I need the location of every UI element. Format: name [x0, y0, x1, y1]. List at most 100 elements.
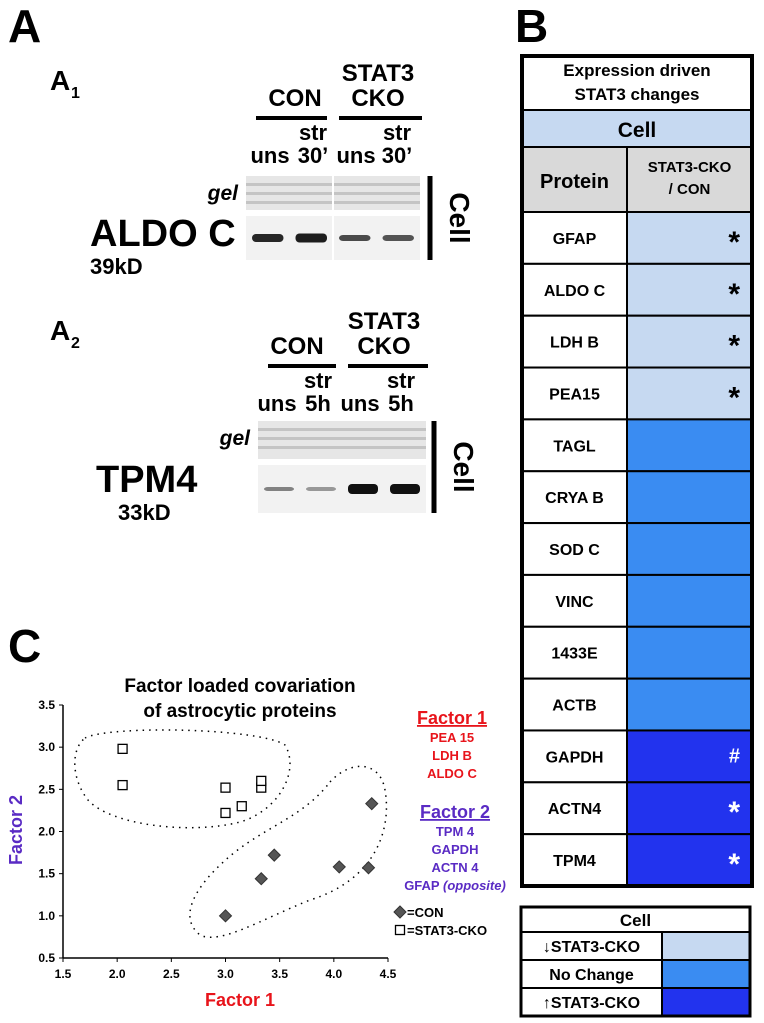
weight-label: 39kD — [90, 254, 143, 279]
protein-cell — [521, 314, 628, 369]
protein-name: TPM4 — [553, 853, 596, 870]
subpanel-sub: 1 — [71, 85, 80, 102]
y-tick-label: 2.0 — [38, 825, 55, 839]
data-point — [393, 905, 407, 919]
protein-name: ALDO C — [544, 283, 606, 300]
y-tick-label: 1.0 — [38, 909, 55, 923]
group-label: STAT3 — [342, 60, 414, 87]
data-point — [218, 909, 233, 923]
blot-band — [252, 234, 284, 242]
legend-swatch — [661, 959, 751, 989]
data-point — [256, 775, 267, 787]
significance-mark: * — [728, 226, 740, 259]
data-point — [365, 796, 379, 811]
significance-mark: * — [728, 381, 740, 414]
protein-name: PEA15 — [549, 386, 600, 403]
factor-item: ACTN 4 — [432, 860, 480, 875]
subpanel-label: A — [50, 65, 70, 96]
x-tick-label: 2.0 — [109, 967, 126, 981]
protein-name: GFAP — [553, 231, 597, 248]
change-cell — [626, 366, 753, 421]
significance-mark: * — [728, 278, 740, 311]
chart-title: Factor loaded covariation — [124, 676, 355, 697]
change-cell — [626, 573, 753, 628]
group-label: CKO — [357, 333, 410, 360]
subpanel-sub: 2 — [71, 335, 80, 352]
significance-mark: # — [729, 745, 740, 767]
protein-name: GAPDH — [546, 749, 604, 766]
y-tick-label: 1.5 — [38, 867, 55, 881]
data-point — [361, 861, 376, 875]
x-tick-label: 4.5 — [380, 967, 397, 981]
table-section: Cell — [618, 119, 657, 142]
legend-border — [519, 905, 752, 1018]
column-header-cell — [626, 146, 753, 213]
legend-label: ↑STAT3-CKO — [543, 995, 640, 1012]
factor-item-name: GFAP — [404, 878, 440, 893]
y-tick-label: 3.0 — [38, 740, 55, 754]
cluster-outline — [189, 765, 388, 939]
gel-band — [258, 446, 426, 449]
data-point — [220, 807, 231, 819]
legend-label: =STAT3-CKO — [407, 923, 487, 938]
significance-mark: * — [728, 330, 740, 363]
group-label: CON — [268, 85, 321, 112]
y-tick-label: 0.5 — [38, 951, 55, 965]
factor-name: Factor 2 — [420, 802, 490, 822]
y-axis-label: Factor 2 — [6, 795, 26, 865]
blot-band — [339, 235, 371, 241]
data-point — [117, 743, 128, 755]
blot-band — [348, 484, 378, 494]
column-header: STAT3-CKO — [648, 159, 732, 176]
group-label: CON — [270, 333, 323, 360]
panel-label: A — [8, 0, 41, 52]
gel-band — [258, 428, 426, 431]
protein-name: ACTB — [552, 698, 596, 715]
gel-label: gel — [207, 182, 240, 205]
factor-item: GFAP (opposite) — [404, 878, 506, 893]
data-point — [267, 848, 281, 862]
change-cell — [626, 314, 753, 369]
data-point — [220, 782, 231, 793]
table-title: Expression driven — [563, 61, 710, 80]
side-label: Cell — [444, 192, 475, 243]
factor-item: PEA 15 — [430, 730, 474, 745]
lane-label: uns — [250, 143, 289, 168]
lane-label: str — [387, 368, 416, 393]
protein-name: SOD C — [549, 542, 600, 559]
protein-name: LDH B — [550, 335, 599, 352]
x-axis-label: Factor 1 — [205, 990, 275, 1010]
weight-label: 33kD — [118, 500, 171, 525]
cluster-outline — [74, 729, 291, 829]
legend-label: No Change — [549, 967, 634, 984]
lane-label: str — [299, 120, 328, 145]
change-cell — [626, 729, 753, 784]
lane-label: uns — [257, 391, 296, 416]
protein-name: 1433E — [551, 646, 598, 663]
x-tick-label: 3.0 — [217, 967, 234, 981]
factor-name: Factor 1 — [417, 708, 487, 728]
side-label: Cell — [448, 441, 479, 492]
legend-title-cell — [520, 906, 751, 933]
factor-item: TPM 4 — [436, 824, 475, 839]
protein-cell — [521, 833, 628, 888]
x-tick-label: 3.5 — [271, 967, 288, 981]
factor-item: ALDO C — [427, 766, 477, 781]
lane-label: 30’ — [382, 143, 413, 168]
protein-name: TAGL — [553, 438, 596, 455]
protein-cell — [521, 522, 628, 576]
legend-title: Cell — [620, 911, 651, 930]
legend-swatch — [661, 987, 751, 1017]
table-title: STAT3 changes — [574, 85, 699, 104]
blot-band — [306, 487, 336, 491]
change-cell — [626, 470, 753, 525]
data-point — [117, 779, 128, 791]
protein-cell — [521, 677, 628, 732]
significance-mark: * — [728, 796, 740, 829]
change-cell — [626, 677, 753, 732]
change-cell — [626, 625, 753, 680]
column-header: / CON — [669, 181, 711, 198]
protein-cell — [521, 470, 628, 525]
x-tick-label: 4.0 — [325, 967, 342, 981]
